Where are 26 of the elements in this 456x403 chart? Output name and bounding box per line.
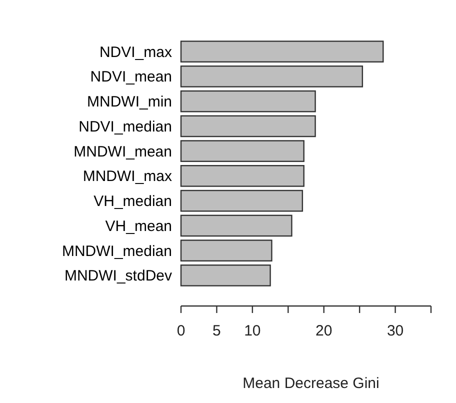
bar xyxy=(180,90,316,112)
y-tick-label: VH_mean xyxy=(105,218,172,235)
bar xyxy=(180,140,304,162)
y-tick-label: MNDWI_mean xyxy=(74,143,172,160)
bar xyxy=(180,214,292,237)
bar xyxy=(180,165,304,187)
x-tick-label: 10 xyxy=(244,322,261,340)
x-axis-title: Mean Decrease Gini xyxy=(242,375,380,392)
bar xyxy=(180,66,364,88)
y-tick-label: MNDWI_median xyxy=(62,242,172,260)
bar xyxy=(180,190,304,212)
bar xyxy=(180,264,271,286)
y-tick-label: VH_median xyxy=(94,193,172,210)
x-tick-label: 0 xyxy=(176,322,186,340)
y-tick-label: MNDWI_stdDev xyxy=(64,268,172,285)
y-tick-label: NDVI_median xyxy=(78,118,172,136)
bar xyxy=(180,240,272,262)
x-tick-label: 5 xyxy=(212,322,221,340)
y-tick-label: MNDWI_max xyxy=(82,168,172,186)
y-tick-label: MNDWI_min xyxy=(87,94,172,111)
x-tick-label: 20 xyxy=(316,322,332,340)
x-tick-label: 30 xyxy=(386,322,404,340)
y-tick-label: NDVI_mean xyxy=(90,68,172,86)
y-tick-label: NDVI_max xyxy=(99,44,172,61)
bar xyxy=(180,40,384,62)
bar xyxy=(180,115,316,138)
